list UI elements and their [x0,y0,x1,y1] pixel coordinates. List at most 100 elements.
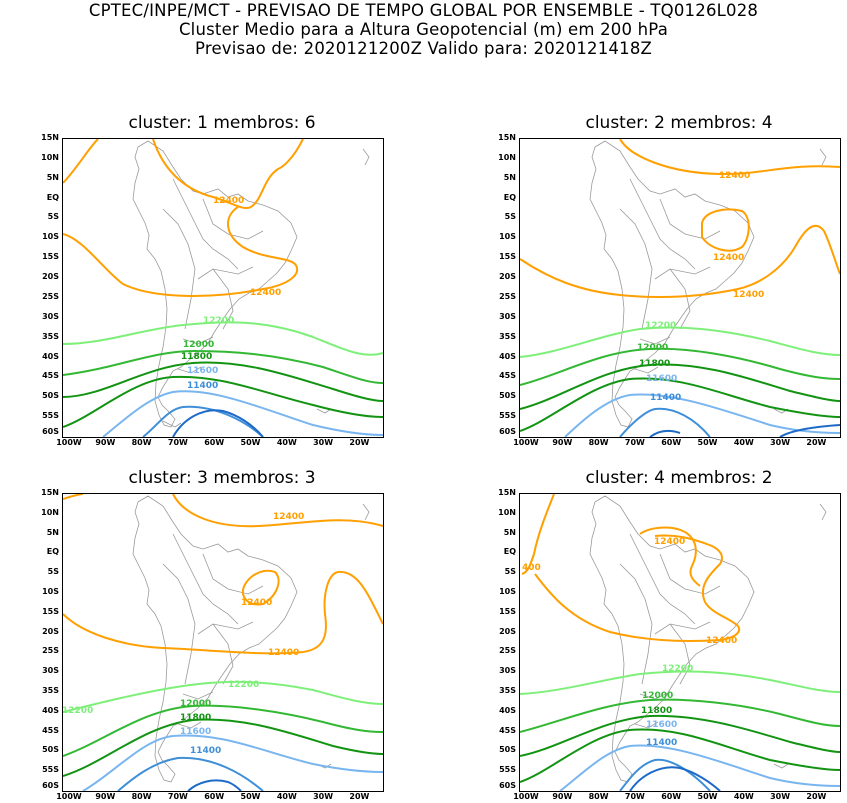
coastline-outline [132,495,370,783]
lat-tick-label: 15S [42,606,59,616]
lat-tick-label: 55S [42,765,59,775]
lon-tick-label: 100W [513,438,539,447]
panel-4-map [519,493,841,792]
lat-tick-label: 5N [46,172,59,182]
lon-tick-label: 90W [95,438,116,447]
lon-tick-label: 50W [240,792,261,801]
lon-tick-label: 100W [56,438,82,447]
lat-tick-label: 15N [41,488,59,497]
lat-tick-label: 40S [42,351,59,361]
contour-label-11600: 11600 [646,374,678,384]
lat-tick-label: 50S [499,745,516,755]
contour-lines [63,494,383,791]
contour-label-12400: 12400 [719,171,751,181]
contour-label-11400: 11400 [190,746,222,756]
lon-tick-label: 40W [733,792,754,801]
lon-tick-label: 100W [56,792,82,801]
lat-tick-label: 30S [499,311,516,321]
lat-tick-label: 5N [503,172,516,182]
lat-tick-label: 10N [498,152,516,162]
lat-tick-label: 20S [499,626,516,636]
lat-tick-label: 50S [42,391,59,401]
lon-tick-label: 60W [204,438,225,447]
lon-tick-label: 30W [313,792,334,801]
contour-label-11400: 11400 [650,393,682,403]
lat-tick-label: 45S [42,725,59,735]
lat-tick-label: 25S [499,291,516,301]
lat-tick-label: 50S [499,391,516,401]
lon-tick-label: 70W [624,792,645,801]
contour-label-11400: 11400 [187,381,219,391]
lat-tick-label: 5S [504,567,516,577]
lat-tick-label: 15N [498,488,516,497]
lon-tick-label: 50W [697,792,718,801]
lon-tick-label: 40W [276,438,297,447]
lat-tick-label: 60S [42,427,59,436]
contour-label-11400: 11400 [646,738,678,748]
lon-tick-label: 20W [349,438,370,447]
lat-tick-label: 60S [499,427,516,436]
contour-label-12400: 12400 [654,537,686,547]
lat-tick-label: 30S [42,311,59,321]
lon-tick-label: 70W [167,792,188,801]
lat-tick-label: 30S [42,666,59,676]
lon-tick-label: 30W [313,438,334,447]
header-line-1: CPTEC/INPE/MCT - PREVISAO DE TEMPO GLOBA… [88,1,759,20]
lon-tick-label: 20W [806,438,827,447]
header-line-2: Cluster Medio para a Altura Geopotencial… [178,20,669,39]
lat-tick-label: 20S [42,626,59,636]
lon-tick-label: 40W [733,438,754,447]
contour-label-11600: 11600 [180,727,212,737]
contour-label-11800: 11800 [639,359,671,369]
lon-tick-label: 60W [661,792,682,801]
coastline-outline [589,495,827,783]
contour-label-12000: 12000 [183,340,215,350]
lat-tick-label: 5S [47,567,59,577]
contour-label-11600: 11600 [646,720,678,730]
lat-tick-label: 20S [499,272,516,282]
contour-label-12200: 12200 [662,664,694,674]
lat-tick-label: 10S [42,587,59,596]
lat-tick-label: 10N [41,507,59,517]
lat-tick-label: 60S [42,781,59,790]
lat-tick-label: 15N [41,133,59,142]
lon-tick-label: 80W [131,438,152,447]
lat-tick-label: 50S [42,745,59,755]
contour-label-12400: 12400 [250,288,282,298]
panel-4-title: cluster: 4 membros: 2 [585,468,773,488]
contour-label-12200: 12200 [62,706,94,716]
lon-tick-label: 70W [624,438,645,447]
contour-label-12400: 12400 [713,253,745,263]
lon-tick-label: 100W [513,792,539,801]
lat-tick-label: 40S [42,705,59,715]
lon-tick-label: 90W [552,438,573,447]
lon-tick-label: 80W [131,792,152,801]
lat-tick-label: 35S [499,331,516,341]
contour-label-12000: 12000 [180,699,212,709]
contour-label-12000: 12000 [637,343,669,353]
lon-tick-label: 30W [770,792,791,801]
panel-1-title: cluster: 1 membros: 6 [128,113,316,133]
lon-tick-label: 20W [806,792,827,801]
contour-label-12200: 12200 [645,321,677,331]
lat-tick-label: 35S [499,686,516,695]
lat-tick-label: 60S [499,781,516,790]
lat-tick-label: 45S [42,371,59,381]
panel-2-title: cluster: 2 membros: 4 [585,113,773,133]
lat-tick-label: 45S [499,725,516,735]
contour-label-12400: 400 [522,563,541,573]
lon-tick-label: 90W [95,792,116,801]
lat-tick-label: 10S [42,232,59,242]
lat-tick-label: EQ [46,192,59,202]
lon-tick-label: 50W [697,438,718,447]
coastline-outline [589,140,827,428]
lat-tick-label: 55S [42,411,59,421]
lon-tick-label: 40W [276,792,297,801]
contour-label-11600: 11600 [187,366,219,376]
contour-lines [63,139,383,437]
contour-label-12400: 12400 [241,598,273,608]
contour-label-11800: 11800 [641,706,673,716]
header-line-3: Previsao de: 2020121200Z Valido para: 20… [194,39,653,58]
lat-tick-label: 40S [499,705,516,715]
contour-label-12400: 12400 [268,648,300,658]
